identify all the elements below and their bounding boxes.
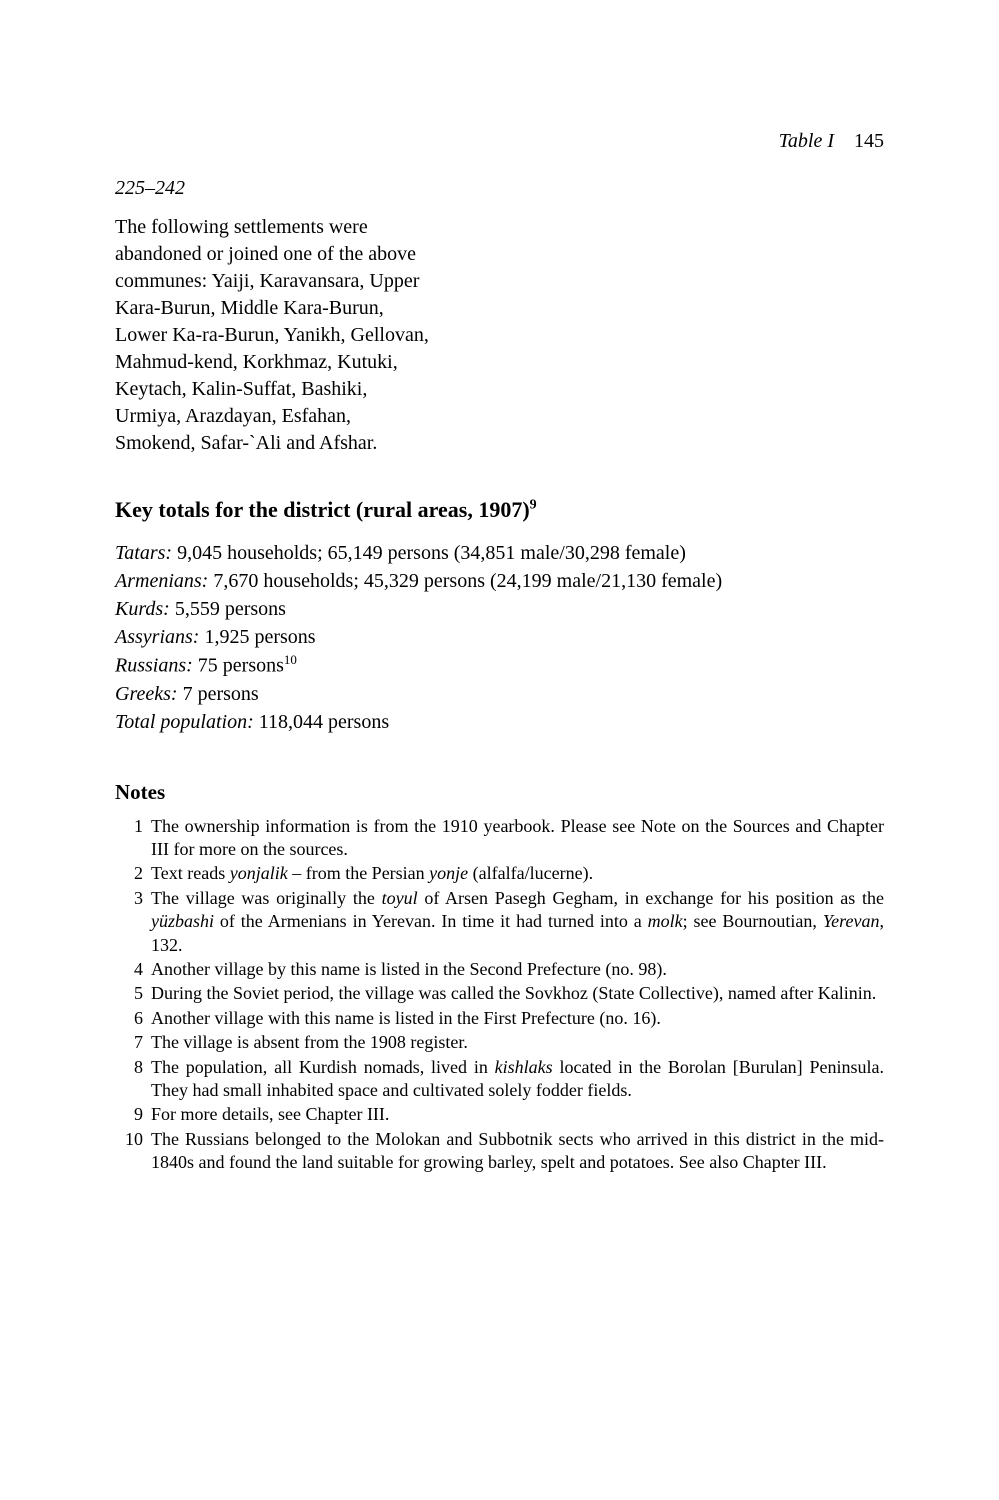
note-item: 2Text reads yonjalik – from the Persian … bbox=[115, 862, 884, 885]
totals-row: Russians: 75 persons10 bbox=[115, 651, 884, 680]
note-item: 3The village was originally the toyul of… bbox=[115, 887, 884, 957]
totals-label: Assyrians: bbox=[115, 626, 199, 648]
note-item: 7The village is absent from the 1908 reg… bbox=[115, 1031, 884, 1054]
totals-row: Assyrians: 1,925 persons bbox=[115, 623, 884, 651]
totals-heading-text: Key totals for the district (rural areas… bbox=[115, 497, 530, 522]
totals-value: 7,670 households; 45,329 persons (24,199… bbox=[208, 570, 722, 592]
totals-label: Kurds: bbox=[115, 598, 170, 620]
note-number: 2 bbox=[115, 862, 151, 885]
totals-label: Greeks: bbox=[115, 683, 178, 705]
totals-label: Armenians: bbox=[115, 570, 208, 592]
note-item: 6Another village with this name is liste… bbox=[115, 1007, 884, 1030]
note-text: Text reads yonjalik – from the Persian y… bbox=[151, 862, 884, 885]
note-text: Another village with this name is listed… bbox=[151, 1007, 884, 1030]
totals-value: 7 persons bbox=[178, 683, 259, 705]
note-number: 6 bbox=[115, 1007, 151, 1030]
note-item: 4Another village by this name is listed … bbox=[115, 958, 884, 981]
totals-row: Total population: 118,044 persons bbox=[115, 708, 884, 736]
note-item: 9For more details, see Chapter III. bbox=[115, 1103, 884, 1126]
note-text: During the Soviet period, the village wa… bbox=[151, 982, 884, 1005]
running-head: Table I 145 bbox=[115, 130, 884, 153]
totals-row: Tatars: 9,045 households; 65,149 persons… bbox=[115, 539, 884, 567]
page-number: 145 bbox=[854, 130, 884, 152]
note-number: 5 bbox=[115, 982, 151, 1005]
entry-range: 225–242 bbox=[115, 177, 884, 200]
note-number: 10 bbox=[115, 1128, 151, 1175]
totals-value: 118,044 persons bbox=[254, 711, 389, 733]
totals-value: 5,559 persons bbox=[170, 598, 286, 620]
note-number: 8 bbox=[115, 1056, 151, 1103]
totals-sup: 10 bbox=[284, 652, 297, 667]
notes-heading: Notes bbox=[115, 780, 884, 805]
note-item: 5During the Soviet period, the village w… bbox=[115, 982, 884, 1005]
totals-heading: Key totals for the district (rural areas… bbox=[115, 497, 884, 523]
note-number: 3 bbox=[115, 887, 151, 957]
totals-row: Armenians: 7,670 households; 45,329 pers… bbox=[115, 567, 884, 595]
totals-label: Russians: bbox=[115, 655, 193, 677]
totals-value: 1,925 persons bbox=[199, 626, 315, 648]
notes-list: 1The ownership information is from the 1… bbox=[115, 815, 884, 1175]
totals-heading-sup: 9 bbox=[530, 498, 537, 513]
totals-value: 75 persons bbox=[193, 655, 284, 677]
note-text: The population, all Kurdish nomads, live… bbox=[151, 1056, 884, 1103]
note-number: 9 bbox=[115, 1103, 151, 1126]
note-item: 10The Russians belonged to the Molokan a… bbox=[115, 1128, 884, 1175]
note-item: 8The population, all Kurdish nomads, liv… bbox=[115, 1056, 884, 1103]
totals-list: Tatars: 9,045 households; 65,149 persons… bbox=[115, 539, 884, 736]
page: Table I 145 225–242 The following settle… bbox=[0, 0, 999, 1236]
note-item: 1The ownership information is from the 1… bbox=[115, 815, 884, 862]
totals-value: 9,045 households; 65,149 persons (34,851… bbox=[172, 542, 686, 564]
note-number: 4 bbox=[115, 958, 151, 981]
note-number: 7 bbox=[115, 1031, 151, 1054]
settlements-paragraph: The following settlements were abandoned… bbox=[115, 214, 435, 457]
note-text: The ownership information is from the 19… bbox=[151, 815, 884, 862]
totals-row: Kurds: 5,559 persons bbox=[115, 595, 884, 623]
running-head-pagenum bbox=[839, 130, 854, 152]
note-text: The village was originally the toyul of … bbox=[151, 887, 884, 957]
note-text: The Russians belonged to the Molokan and… bbox=[151, 1128, 884, 1175]
note-text: The village is absent from the 1908 regi… bbox=[151, 1031, 884, 1054]
note-text: For more details, see Chapter III. bbox=[151, 1103, 884, 1126]
totals-row: Greeks: 7 persons bbox=[115, 680, 884, 708]
note-number: 1 bbox=[115, 815, 151, 862]
note-text: Another village by this name is listed i… bbox=[151, 958, 884, 981]
running-head-label: Table I bbox=[779, 130, 834, 152]
totals-label: Tatars: bbox=[115, 542, 172, 564]
totals-label: Total population: bbox=[115, 711, 254, 733]
